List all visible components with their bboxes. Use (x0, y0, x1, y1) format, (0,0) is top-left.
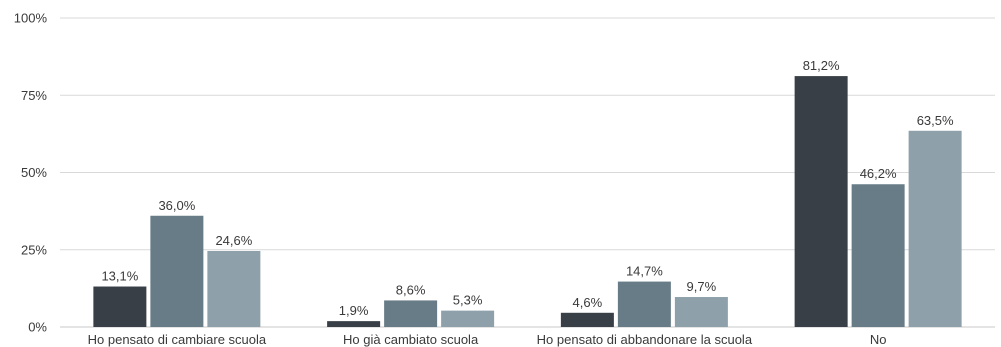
data-label: 8,6% (396, 282, 426, 297)
bar (441, 310, 495, 327)
data-label: 63,5% (917, 113, 954, 128)
x-tick-label: No (870, 332, 887, 347)
data-label: 9,7% (687, 279, 717, 294)
bar (150, 215, 204, 327)
data-label: 5,3% (453, 293, 483, 308)
x-tick-label: Ho già cambiato scuola (343, 332, 479, 347)
bar (851, 184, 905, 327)
bar (327, 321, 381, 327)
data-labels: 13,1% 36,0% 24,6% 1,9% 8,6% 5,3% 4,6% 14,7% 9,7%… (101, 58, 954, 318)
y-tick-label: 75% (21, 88, 47, 103)
bar (560, 312, 614, 327)
y-tick-label: 0% (28, 320, 47, 335)
bar (93, 286, 147, 327)
data-label: 36,0% (158, 198, 195, 213)
x-axis-ticks: Ho pensato di cambiare scuola Ho già camb… (88, 332, 887, 347)
data-label: 13,1% (101, 269, 138, 284)
data-label: 4,6% (573, 295, 603, 310)
bar (908, 130, 962, 327)
y-axis-ticks: 0% 25% 50% 75% 100% (14, 11, 48, 335)
bar (384, 300, 438, 327)
bar (674, 297, 728, 327)
x-tick-label: Ho pensato di abbandonare la scuola (537, 332, 753, 347)
y-tick-label: 50% (21, 165, 47, 180)
bar (617, 281, 671, 327)
bar (794, 76, 848, 327)
y-tick-label: 25% (21, 242, 47, 257)
y-tick-label: 100% (14, 11, 48, 26)
bars (93, 76, 962, 327)
data-label: 81,2% (803, 58, 840, 73)
x-tick-label: Ho pensato di cambiare scuola (88, 332, 267, 347)
data-label: 1,9% (339, 303, 369, 318)
bar (207, 250, 261, 327)
data-label: 14,7% (626, 264, 663, 279)
data-label: 46,2% (860, 166, 897, 181)
data-label: 24,6% (215, 233, 252, 248)
